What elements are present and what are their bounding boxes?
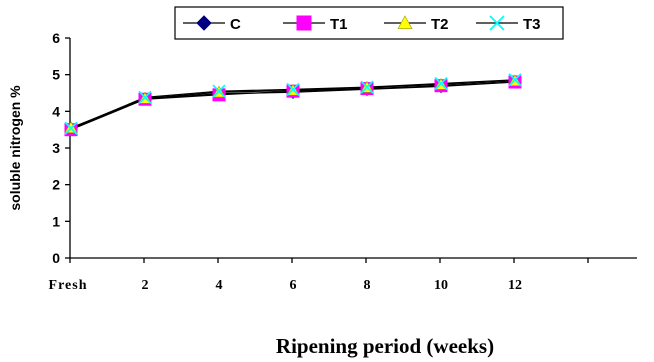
x-tick-label: 10 [434, 278, 448, 293]
x-tick-label: 4 [216, 278, 223, 293]
legend-marker-C [196, 15, 212, 31]
legend-marker-T2 [397, 15, 413, 29]
y-tick-label: 6 [52, 30, 60, 46]
legend-label-T3: T3 [523, 16, 541, 33]
data-point-T3-stroke-b [212, 84, 226, 98]
data-point-T3 [286, 82, 300, 96]
data-point-T3-stroke-b [434, 76, 448, 91]
legend-label-T1: T1 [330, 16, 348, 33]
data-point-T3-stroke-b [286, 82, 300, 96]
y-tick-label: 5 [52, 67, 60, 83]
data-point-T3-stroke-b [138, 90, 152, 105]
legend-marker-T1 [296, 15, 312, 31]
data-point-T3 [360, 80, 374, 94]
y-axis-label: soluble nitrogen % [7, 85, 23, 211]
x-axis-label: Ripening period (weeks) [276, 334, 494, 358]
legend: C T1 T2 T3 [174, 6, 564, 40]
data-point-T3-stroke-b [360, 80, 374, 94]
y-tick-label: 0 [52, 250, 60, 266]
data-point-T3-stroke-b [64, 121, 78, 135]
data-point-T3 [138, 90, 152, 105]
data-point-T3 [508, 73, 522, 87]
data-point-T3 [434, 76, 448, 91]
x-tick-label: 6 [290, 278, 297, 293]
data-point-T3-stroke-b [508, 73, 522, 87]
legend-label-T2: T2 [431, 16, 449, 33]
x-tick-label: 12 [508, 278, 522, 293]
y-tick-label: 1 [52, 213, 60, 229]
y-tick-label: 3 [52, 140, 60, 156]
y-tick-label: 4 [52, 103, 60, 119]
data-point-T3 [64, 121, 78, 135]
x-tick-label: 2 [142, 278, 149, 293]
x-tick-label: 8 [364, 278, 371, 293]
x-tick-label: Fresh [49, 278, 88, 293]
y-tick-label: 2 [52, 177, 60, 193]
legend-label-C: C [230, 16, 241, 33]
legend-marker-T3-stroke-b [489, 15, 505, 31]
legend-marker-T3 [489, 15, 505, 31]
data-point-T3 [212, 84, 226, 98]
